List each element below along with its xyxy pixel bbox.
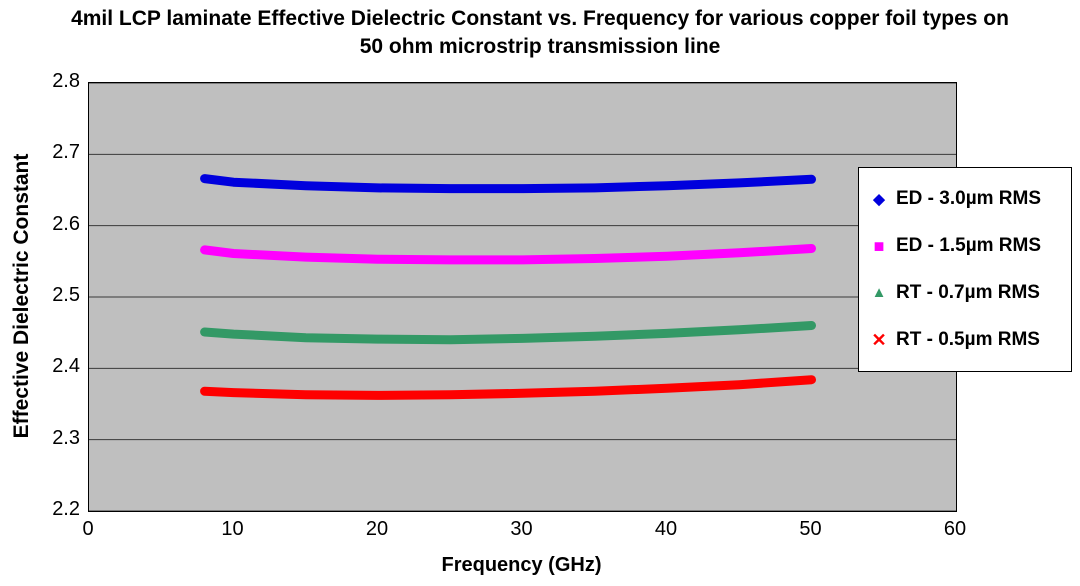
- legend-label: RT - 0.7µm RMS: [896, 281, 1040, 303]
- legend-label: ED - 1.5µm RMS: [896, 235, 1042, 257]
- y-tick-label: 2.5: [52, 284, 80, 306]
- x-tick-label: 10: [221, 518, 244, 540]
- legend-label: ED - 3.0µm RMS: [896, 188, 1042, 210]
- series-line: [200, 375, 816, 400]
- legend-item: ■ ED - 1.5µm RMS: [869, 235, 1063, 257]
- legend-item: ✕ RT - 0.5µm RMS: [869, 329, 1063, 351]
- x-tick-label: 50: [799, 518, 822, 540]
- x-tick-label: 20: [365, 518, 389, 540]
- y-tick-label: 2.8: [52, 70, 80, 92]
- x-tick-label: 60: [943, 518, 967, 540]
- y-tick-label: 2.6: [52, 212, 80, 235]
- x-marker-icon: ✕: [871, 329, 887, 350]
- y-tick-label: 2.3: [52, 426, 80, 449]
- x-tick-label: 0: [82, 518, 94, 540]
- triangle-marker-icon: ▲: [871, 284, 887, 302]
- y-tick-label: 2.4: [52, 355, 80, 378]
- square-marker-icon: ■: [873, 236, 885, 257]
- series-line: [200, 321, 816, 345]
- series-line: [200, 244, 816, 265]
- y-tick-label: 2.2: [52, 498, 80, 520]
- legend-item: ◆ ED - 3.0µm RMS: [869, 188, 1063, 210]
- x-tick-label: 40: [654, 518, 678, 540]
- series-line: [200, 174, 816, 194]
- legend-item: ▲ RT - 0.7µm RMS: [869, 282, 1063, 304]
- diamond-marker-icon: ◆: [873, 190, 885, 208]
- y-tick-label: 2.7: [52, 141, 80, 164]
- plot-area: [88, 82, 957, 512]
- plot-svg: [89, 83, 956, 511]
- x-tick-label: 30: [510, 518, 533, 540]
- legend: ◆ ED - 3.0µm RMS ■ ED - 1.5µm RMS ▲ RT - 0.7µ…: [858, 167, 1072, 372]
- legend-label: RT - 0.5µm RMS: [896, 328, 1040, 350]
- x-axis-label: Frequency (GHz): [441, 554, 602, 576]
- chart-title: 4mil LCP laminate Effective Dielectric C…: [71, 7, 1009, 59]
